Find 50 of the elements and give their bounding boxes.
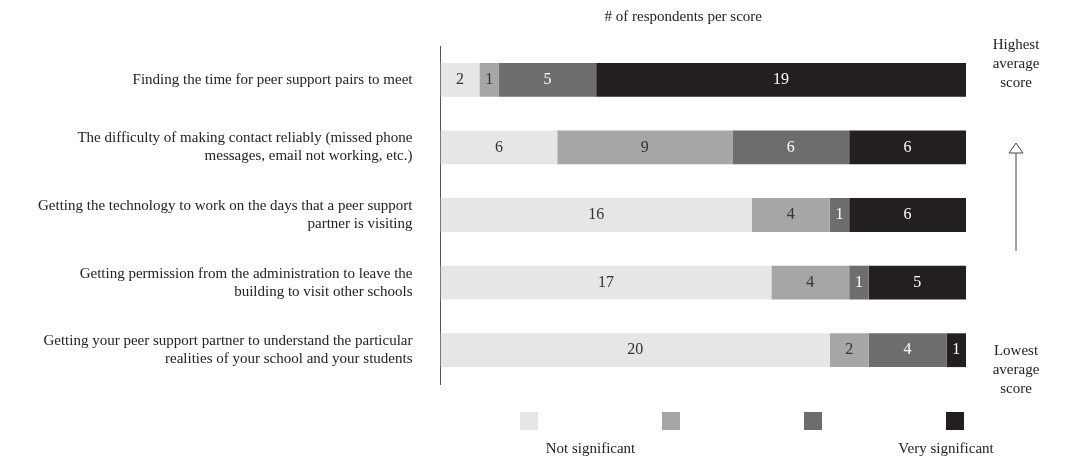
bar (829, 333, 869, 368)
y-tick-label: Getting your peer support partner to understand the particular realities of your school and your students (43, 332, 413, 367)
bar (829, 198, 850, 232)
y-tick-label: Finding the time for peer support pairs to meet (132, 70, 414, 87)
bar (440, 265, 772, 300)
bar (771, 265, 850, 300)
text: Very significant (898, 440, 995, 457)
data-label: 19 (773, 70, 790, 87)
data-label: 6 (494, 137, 503, 155)
y-tick-label: Getting permission from the administration to leave the building to visit other schools (79, 264, 413, 299)
text: Highest average score (992, 36, 1041, 91)
data-label: 1 (952, 340, 961, 358)
bar (596, 62, 966, 97)
bar (440, 198, 752, 232)
data-label: 16 (588, 205, 605, 223)
data-label: 4 (806, 272, 815, 290)
data-label: 1 (854, 272, 863, 290)
bar (868, 333, 947, 368)
bar (849, 198, 966, 232)
text: Lowest average score (992, 342, 1040, 397)
data-label: 20 (627, 340, 644, 358)
data-label: 2 (455, 70, 464, 87)
chart-title: # of respondents per score (604, 8, 763, 25)
data-label: 17 (597, 272, 614, 290)
data-label: 5 (913, 272, 922, 290)
data-label: 2 (845, 340, 854, 358)
bar (479, 62, 499, 97)
bar (440, 333, 830, 368)
data-label: 6 (903, 137, 912, 155)
data-label: 6 (786, 137, 795, 155)
bar (751, 198, 830, 232)
bar (849, 130, 966, 165)
data-label: 1 (485, 70, 494, 87)
bar (557, 130, 733, 165)
data-label: 4 (786, 205, 795, 223)
bar (440, 130, 558, 165)
bar (498, 62, 597, 97)
text: Not significant (545, 440, 637, 457)
data-label: 9 (640, 137, 649, 155)
bar (868, 265, 966, 300)
bar (440, 62, 480, 97)
data-label: 5 (543, 70, 552, 87)
data-label: 4 (903, 340, 912, 358)
y-tick-label: Getting the technology to work on the days that a peer support partner is visiting (37, 196, 414, 231)
data-label: 6 (903, 205, 912, 223)
bar (849, 265, 869, 300)
data-label: 1 (835, 205, 844, 223)
y-tick-label: The difficulty of making contact reliably (missed phone messages, email not working, etc.) (77, 129, 413, 165)
bar (946, 333, 966, 368)
bar (732, 130, 850, 165)
